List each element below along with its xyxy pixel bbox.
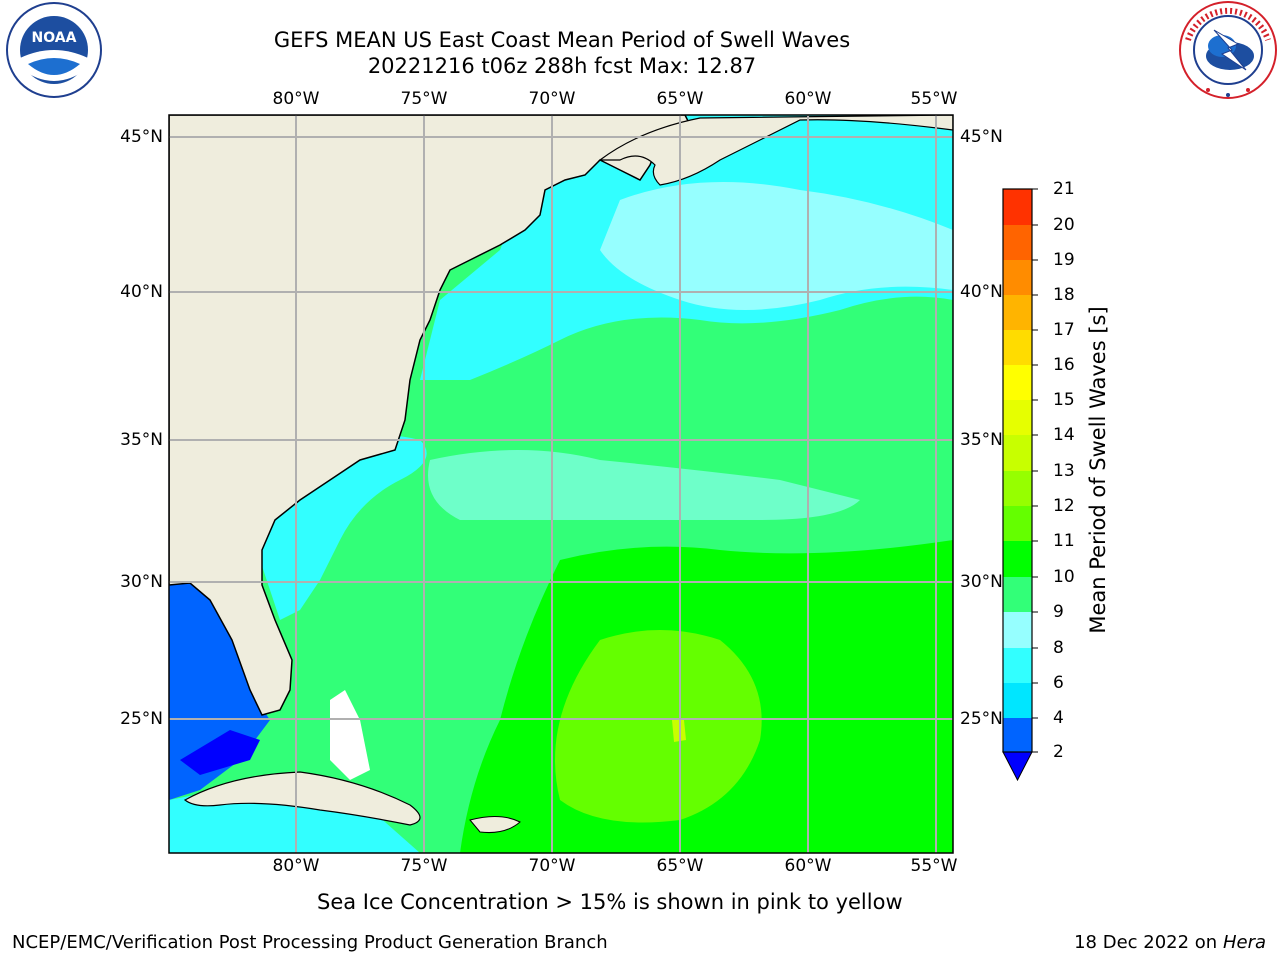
sea-ice-note: Sea Ice Concentration > 15% is shown in … xyxy=(317,890,903,914)
nws-logo xyxy=(1178,0,1278,100)
map-frame xyxy=(168,114,954,854)
lon-label-bottom-75w: 75°W xyxy=(400,856,448,876)
colorbar-band-10 xyxy=(1003,541,1032,577)
colorbar-tick-15: 15 xyxy=(1053,390,1075,410)
swell-field-8to9-north xyxy=(600,182,953,310)
lon-label-top-70w: 70°W xyxy=(528,89,576,109)
swell-field-below2-gulf xyxy=(180,730,260,775)
colorbar-band-18 xyxy=(1003,260,1032,295)
colorbar-band-15 xyxy=(1003,365,1032,400)
lon-label-bottom-55w: 55°W xyxy=(910,856,958,876)
map-title: GEFS MEAN US East Coast Mean Period of S… xyxy=(273,28,851,52)
colorbar-tick-16: 16 xyxy=(1053,355,1075,375)
noaa-logo-text: NOAA xyxy=(32,30,77,46)
colorbar-band-20 xyxy=(1003,189,1032,225)
colorbar-tick-20: 20 xyxy=(1053,215,1075,235)
colorbar-band-19 xyxy=(1003,225,1032,260)
credit-host: Hera xyxy=(1222,932,1266,953)
colorbar-band-6 xyxy=(1003,648,1032,683)
noaa-logo: NOAA xyxy=(6,2,102,98)
lon-label-bottom-65w: 65°W xyxy=(656,856,704,876)
colorbar-tick-9: 9 xyxy=(1053,602,1064,622)
credit-branch: NCEP/EMC/Verification Post Processing Pr… xyxy=(12,932,608,953)
colorbar-tick-10: 10 xyxy=(1053,567,1075,587)
lat-label-right-25n: 25°N xyxy=(960,709,1003,729)
lon-label-top-55w: 55°W xyxy=(910,89,958,109)
graticule xyxy=(169,115,953,853)
land-cuba xyxy=(183,771,421,826)
colorbar-band-16 xyxy=(1003,330,1032,365)
lon-label-bottom-80w: 80°W xyxy=(272,856,320,876)
lon-label-top-80w: 80°W xyxy=(272,89,320,109)
colorbar-band-8 xyxy=(1003,612,1032,648)
swell-field-8to9-mid xyxy=(428,450,860,520)
colorbar-band-9 xyxy=(1003,577,1032,612)
lon-label-top-60w: 60°W xyxy=(784,89,832,109)
credit-date: 18 Dec 2022 on Hera xyxy=(1074,932,1266,953)
colorbar-band-4 xyxy=(1003,683,1032,718)
land-nova-scotia xyxy=(598,115,953,186)
colorbar-tick-8: 8 xyxy=(1053,638,1064,658)
colorbar-band-11 xyxy=(1003,506,1032,541)
lat-label-right-30n: 30°N xyxy=(960,572,1003,592)
land-hispaniola xyxy=(469,816,521,833)
colorbar-band-13 xyxy=(1003,435,1032,471)
lat-label-left-30n: 30°N xyxy=(120,572,163,592)
colorbar-band-17 xyxy=(1003,295,1032,330)
colorbar-band-12 xyxy=(1003,471,1032,506)
lon-label-top-65w: 65°W xyxy=(656,89,704,109)
lat-label-left-40n: 40°N xyxy=(120,282,163,302)
swell-field-11to12 xyxy=(555,630,762,823)
credit-date-text: 18 Dec 2022 on xyxy=(1074,932,1218,953)
colorbar-tick-14: 14 xyxy=(1053,425,1075,445)
map-subtitle: 20221216 t06z 288h fcst Max: 12.87 xyxy=(367,54,757,78)
colorbar-tick-6: 6 xyxy=(1053,673,1064,693)
lat-label-left-25n: 25°N xyxy=(120,709,163,729)
colorbar-band-14 xyxy=(1003,400,1032,435)
colorbar xyxy=(1002,188,1038,782)
lat-label-right-35n: 35°N xyxy=(960,430,1003,450)
colorbar-extend-arrow xyxy=(1002,751,1033,782)
colorbar-tick-13: 13 xyxy=(1053,461,1075,481)
colorbar-tick-17: 17 xyxy=(1053,320,1075,340)
colorbar-tick-12: 12 xyxy=(1053,496,1075,516)
lon-label-top-75w: 75°W xyxy=(400,89,448,109)
lon-label-bottom-70w: 70°W xyxy=(528,856,576,876)
colorbar-tick-19: 19 xyxy=(1053,250,1075,270)
colorbar-tick-11: 11 xyxy=(1053,531,1075,551)
colorbar-title: Mean Period of Swell Waves [s] xyxy=(1086,306,1110,634)
lat-label-right-40n: 40°N xyxy=(960,282,1003,302)
lat-label-left-35n: 35°N xyxy=(120,430,163,450)
bahamas-banks xyxy=(330,690,370,780)
lat-label-left-45n: 45°N xyxy=(120,127,163,147)
colorbar-band-2 xyxy=(1003,718,1032,752)
colorbar-tick-2: 2 xyxy=(1053,742,1064,762)
colorbar-tick-21: 21 xyxy=(1053,179,1075,199)
lon-label-bottom-60w: 60°W xyxy=(784,856,832,876)
colorbar-tick-4: 4 xyxy=(1053,708,1064,728)
colorbar-tick-18: 18 xyxy=(1053,285,1075,305)
land-us-east-coast xyxy=(169,115,692,716)
lat-label-right-45n: 45°N xyxy=(960,127,1003,147)
